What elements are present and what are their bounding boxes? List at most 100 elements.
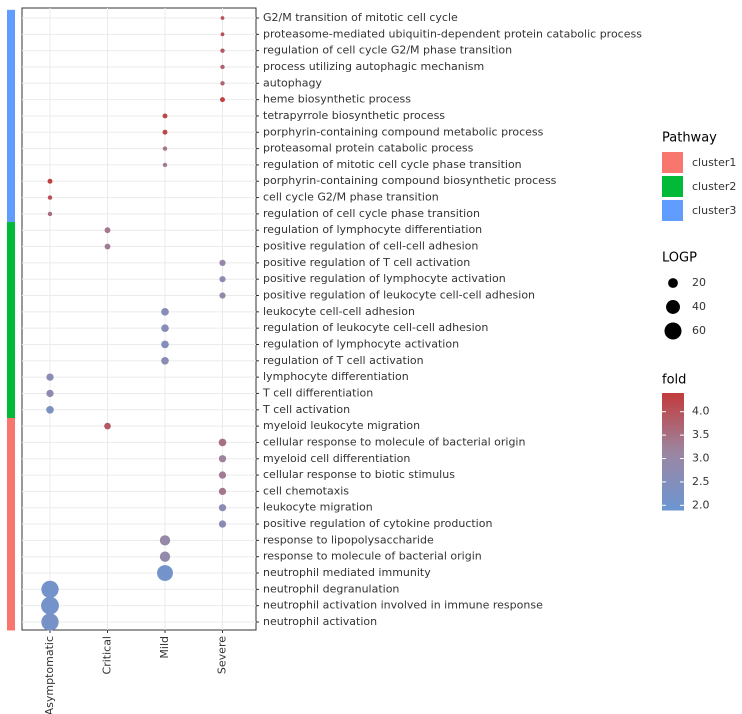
y-tick-label: G2/M transition of mitotic cell cycle (263, 11, 458, 24)
dot (220, 64, 225, 70)
dot (41, 580, 59, 599)
dot (41, 596, 59, 615)
dot (218, 504, 227, 512)
colorbar-segment (662, 422, 684, 426)
y-tick-label: heme biosynthetic process (263, 93, 411, 106)
colorbar-segment (662, 480, 684, 485)
y-tick-label: leukocyte cell-cell adhesion (263, 305, 415, 318)
cluster-bar (7, 58, 15, 76)
cluster-bar (7, 368, 15, 386)
colorbar-segment (662, 436, 684, 441)
cluster-bar (7, 320, 15, 337)
colorbar-segment (662, 466, 684, 470)
colorbar-segment (662, 457, 684, 461)
legend-label: 2.5 (692, 475, 710, 488)
dot (162, 162, 168, 168)
y-tick-label: positive regulation of cell-cell adhesio… (263, 240, 478, 253)
cluster-bar (7, 271, 15, 288)
y-tick-label: myeloid leukocyte migration (263, 419, 420, 432)
colorbar-segment (662, 404, 684, 409)
cluster-bar (7, 499, 15, 517)
y-tick-label: T cell differentiation (262, 386, 373, 399)
cluster-bar (7, 597, 15, 615)
legend-title: fold (662, 373, 686, 388)
y-tick-label: cellular response to molecule of bacteri… (263, 435, 525, 448)
dot (220, 81, 225, 86)
legend-key (662, 176, 683, 197)
colorbar-segment (662, 407, 684, 412)
y-tick-label: proteasome-mediated ubiquitin-dependent … (263, 27, 642, 40)
y-tick-label: autophagy (263, 76, 322, 89)
cluster-bar (7, 532, 15, 549)
colorbar-segment (662, 398, 684, 403)
y-tick-label: leukocyte migration (263, 501, 373, 514)
dot (218, 487, 227, 496)
colorbar-segment (662, 451, 684, 455)
cluster-bar (7, 140, 15, 158)
y-tick-label: process utilizing autophagic mechanism (263, 60, 484, 73)
dot (104, 227, 111, 234)
colorbar-segment (662, 413, 684, 417)
x-tick-label: Severe (216, 636, 229, 674)
y-tick-label: positive regulation of leukocyte cell-ce… (263, 289, 535, 302)
y-tick-label: response to lipopolysaccharide (263, 533, 434, 546)
legend-label: 40 (692, 300, 706, 313)
x-tick-label: Mild (158, 636, 171, 659)
dot (162, 146, 168, 151)
cluster-bar (7, 9, 15, 27)
x-tick-label: Asymptomatic (43, 636, 56, 714)
cluster-bar (7, 189, 15, 207)
dot (161, 357, 169, 365)
y-tick-label: regulation of lymphocyte activation (263, 337, 459, 350)
legend-key (662, 200, 683, 221)
cluster-bar (7, 385, 15, 402)
legend-label: 20 (692, 276, 706, 289)
cluster-bar (7, 450, 15, 468)
y-tick-label: neutrophil activation (263, 615, 377, 628)
y-tick-label: positive regulation of cytokine producti… (263, 517, 492, 530)
colorbar-segment (662, 439, 684, 444)
colorbar-segment (662, 445, 684, 450)
dot (46, 389, 54, 398)
dot (104, 422, 111, 430)
y-tick-label: response to molecule of bacterial origin (263, 550, 482, 563)
y-tick-label: porphyrin-containing compound metabolic … (263, 125, 544, 138)
y-tick-label: lymphocyte differentiation (263, 370, 409, 383)
cluster-bar (7, 564, 15, 582)
dot (41, 613, 59, 631)
cluster-bar (7, 336, 15, 353)
colorbar-segment (662, 442, 684, 447)
cluster-bar (7, 75, 15, 92)
y-tick-label: regulation of lymphocyte differentiation (263, 223, 482, 236)
y-tick-label: myeloid cell differentiation (263, 452, 410, 465)
y-tick-label: regulation of cell cycle phase transitio… (263, 207, 480, 220)
cluster-bar (7, 613, 15, 631)
colorbar-segment (662, 495, 684, 499)
legend-label: 4.0 (692, 405, 710, 418)
cluster-bar (7, 107, 15, 125)
colorbar-segment (662, 425, 684, 429)
cluster-bar (7, 581, 15, 598)
dot (220, 16, 225, 20)
dot (220, 48, 225, 53)
cluster-bar (7, 205, 15, 223)
legend-title: LOGP (662, 251, 697, 266)
dot (161, 308, 169, 316)
colorbar-segment (662, 433, 684, 438)
dot (159, 551, 171, 562)
legend-label: cluster3 (692, 204, 736, 217)
dot (161, 340, 169, 349)
colorbar-segment (662, 504, 684, 508)
legend-label: 2.0 (692, 498, 710, 511)
legend-label: 60 (692, 324, 706, 337)
dot (47, 195, 53, 200)
y-tick-label: neutrophil activation involved in immune… (263, 599, 543, 612)
legend-label: 3.0 (692, 452, 710, 465)
y-tick-label: neutrophil mediated immunity (263, 566, 431, 579)
colorbar-segment (662, 401, 684, 406)
colorbar-segment (662, 428, 684, 432)
colorbar-segment (662, 419, 684, 423)
dot (47, 211, 53, 217)
size-key (666, 300, 680, 314)
